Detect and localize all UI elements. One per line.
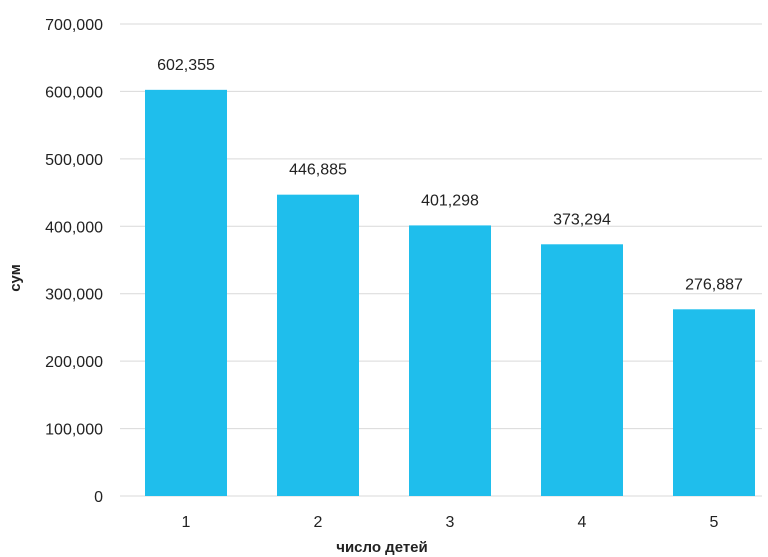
x-axis-ticks: 1 2 3 4 5 [182, 514, 719, 531]
x-tick-label: 2 [314, 514, 323, 531]
x-tick-label: 3 [446, 514, 455, 531]
x-tick-label: 5 [710, 514, 719, 531]
y-tick-label: 0 [94, 489, 103, 506]
y-axis-ticks: 0 100,000 200,000 300,000 400,000 500,000 600,… [45, 17, 103, 506]
bar [409, 225, 491, 496]
bar [541, 244, 623, 496]
bar [673, 309, 755, 496]
y-tick-label: 400,000 [45, 219, 103, 236]
bars [145, 89, 755, 497]
data-label: 446,885 [289, 162, 347, 179]
data-label: 401,298 [421, 192, 479, 209]
x-axis-title: число детей [336, 539, 428, 556]
data-label: 373,294 [553, 211, 611, 228]
y-tick-label: 100,000 [45, 422, 103, 439]
y-axis-title: сум [7, 264, 24, 292]
y-tick-label: 700,000 [45, 17, 103, 34]
x-tick-label: 4 [578, 514, 587, 531]
data-label: 276,887 [685, 276, 743, 293]
y-tick-label: 500,000 [45, 152, 103, 169]
x-tick-label: 1 [182, 514, 191, 531]
bar [145, 89, 227, 496]
data-label: 602,355 [157, 57, 215, 74]
y-tick-label: 600,000 [45, 84, 103, 101]
y-tick-label: 200,000 [45, 354, 103, 371]
data-labels: 602,355 446,885 401,298 373,294 276,887 [157, 57, 743, 293]
y-tick-label: 300,000 [45, 287, 103, 304]
bar [277, 194, 359, 497]
